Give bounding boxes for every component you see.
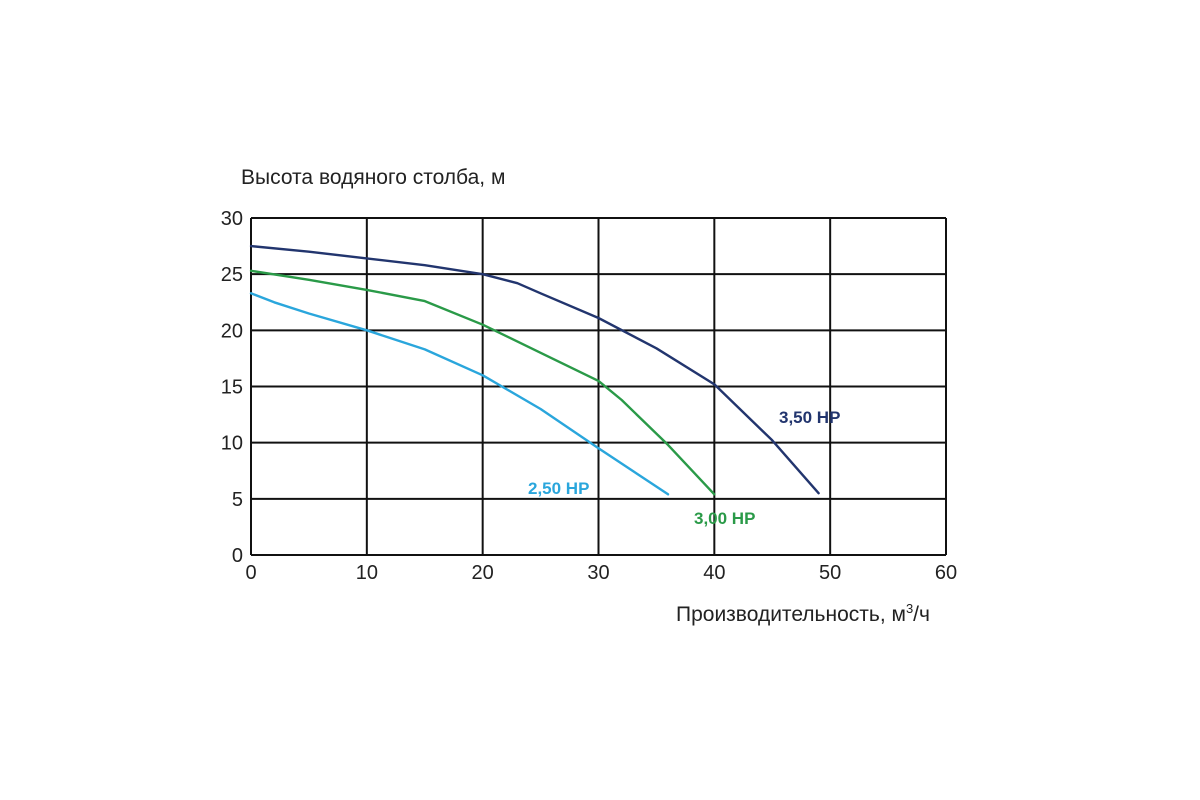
- series-lines: [249, 244, 820, 496]
- series-labels: 2,50 HP 3,00 HP 3,50 HP: [528, 408, 840, 528]
- series-line-1: [249, 292, 670, 496]
- x-tick-label: 10: [356, 562, 378, 584]
- series-label-3: 3,50 HP: [779, 408, 840, 427]
- y-tick-label: 5: [232, 489, 243, 511]
- x-axis-label: Производительность, м3/ч: [676, 601, 930, 627]
- y-tick-label: 30: [221, 208, 243, 230]
- x-axis-label-tail: /ч: [913, 603, 930, 626]
- x-tick-label: 30: [587, 562, 609, 584]
- series-label-1: 2,50 HP: [528, 479, 589, 498]
- y-tick-label: 20: [221, 320, 243, 342]
- y-tick-label: 0: [232, 545, 243, 567]
- grid: [250, 217, 947, 556]
- x-axis-label-superscript: 3: [905, 601, 914, 616]
- x-tick-label: 60: [935, 562, 957, 584]
- series-line-2: [249, 269, 716, 496]
- x-tick-label: 40: [703, 562, 725, 584]
- series-line-3: [249, 244, 820, 495]
- y-tick-label: 10: [221, 433, 243, 455]
- x-tick-label: 20: [472, 562, 494, 584]
- series-label-2: 3,00 HP: [694, 509, 755, 528]
- ticks: 0 10 20 30 40 50 60 0 5 10 15 20 25 30: [221, 208, 957, 584]
- x-tick-label: 50: [819, 562, 841, 584]
- x-tick-label: 0: [245, 562, 256, 584]
- y-axis-label: Высота водяного столба, м: [241, 166, 506, 189]
- y-tick-label: 25: [221, 264, 243, 286]
- y-tick-label: 15: [221, 377, 243, 399]
- x-axis-label-text: Производительность, м: [676, 603, 906, 626]
